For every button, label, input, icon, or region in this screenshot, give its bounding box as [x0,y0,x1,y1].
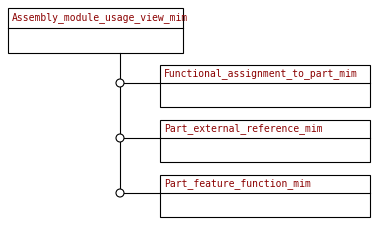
Bar [160,120,370,162]
Bar [160,175,370,217]
Text: Part_feature_function_mim: Part_feature_function_mim [164,179,311,189]
Circle shape [116,189,124,197]
Bar [8,8,183,53]
Bar [160,65,370,107]
Text: Assembly_module_usage_view_mim: Assembly_module_usage_view_mim [12,13,188,23]
Circle shape [116,79,124,87]
Circle shape [116,134,124,142]
Text: Functional_assignment_to_part_mim: Functional_assignment_to_part_mim [164,68,358,79]
Text: Part_external_reference_mim: Part_external_reference_mim [164,124,323,134]
